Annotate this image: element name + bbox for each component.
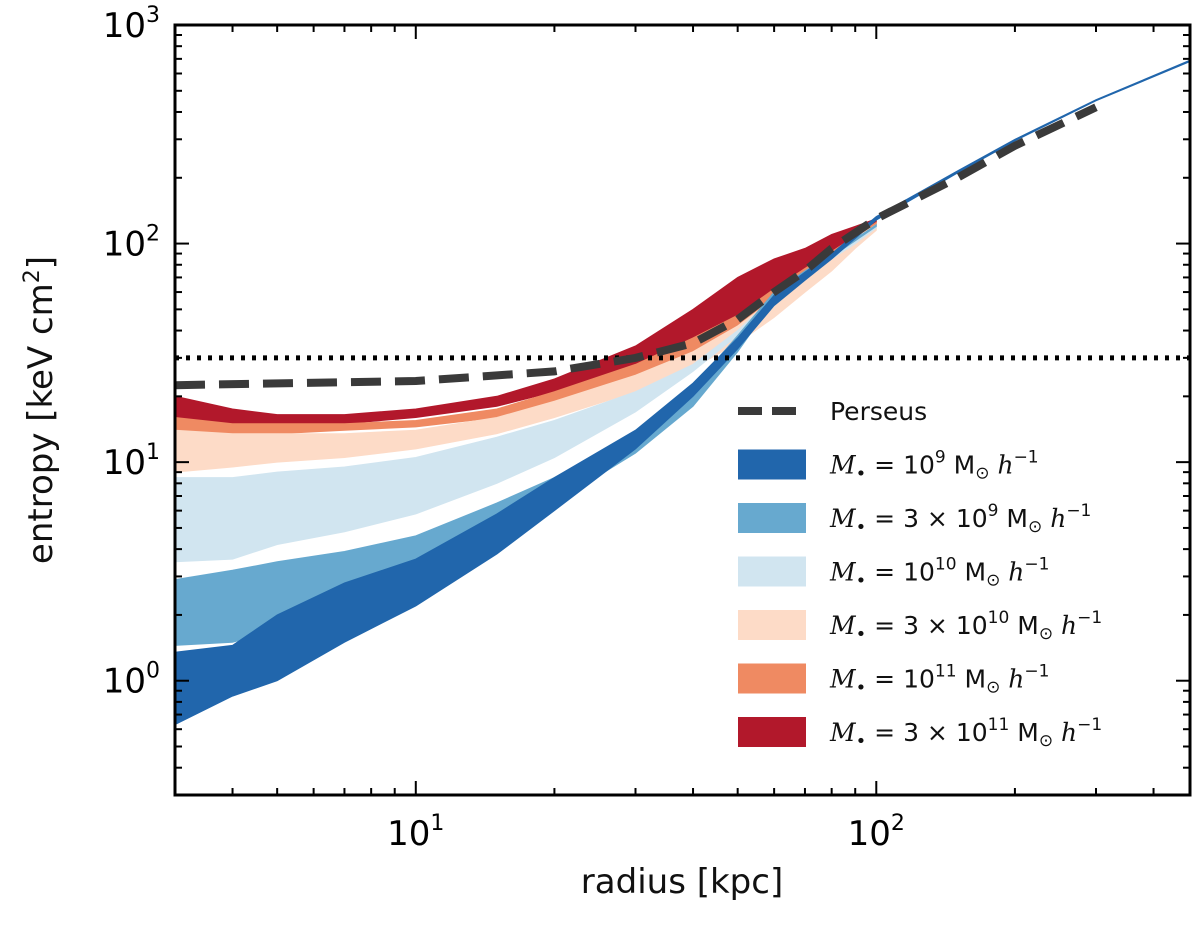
legend-label-5: M• = 1011 M⊙ h−1	[829, 662, 1049, 699]
legend-label-6: M• = 3 × 1011 M⊙ h−1	[829, 715, 1102, 752]
y-tick-label-0: 100	[103, 659, 160, 702]
bands-layer	[175, 59, 1190, 726]
x-tick-label-1: 102	[848, 811, 905, 854]
x-axis-label: radius [kpc]	[581, 862, 783, 902]
y-tick-label-3: 103	[103, 3, 160, 46]
legend-swatch-3	[738, 556, 806, 587]
legend-swatch-1	[738, 449, 806, 480]
perseus-line	[175, 103, 1098, 390]
legend: Perseus M• = 109 M⊙ h−1 M• = 3 × 109 M⊙ h−…	[738, 397, 1102, 752]
plot-frame	[173, 23, 1192, 797]
band-series-4	[175, 225, 877, 563]
legend-swatch-2	[738, 503, 806, 533]
legend-swatch-4	[738, 610, 806, 640]
band-series-3	[175, 223, 877, 473]
legend-swatch-6	[738, 717, 806, 747]
legend-swatch-5	[738, 663, 806, 694]
y-tick-label-2: 102	[103, 222, 160, 265]
y-axis-label: entropy [keV cm2]	[20, 256, 61, 564]
legend-label-1: M• = 109 M⊙ h−1	[829, 448, 1039, 485]
lines-layer	[175, 103, 1190, 390]
legend-label-perseus: Perseus	[830, 397, 927, 426]
x-tick-label-0: 101	[387, 811, 444, 854]
legend-label-3: M• = 1010 M⊙ h−1	[829, 555, 1049, 592]
tick-labels-layer: 101 102 100 101 102 103	[103, 3, 905, 854]
legend-label-4: M• = 3 × 1010 M⊙ h−1	[829, 608, 1102, 645]
legend-label-2: M• = 3 × 109 M⊙ h−1	[829, 501, 1091, 538]
band-series-6	[175, 59, 1190, 726]
y-tick-label-1: 101	[103, 440, 160, 483]
